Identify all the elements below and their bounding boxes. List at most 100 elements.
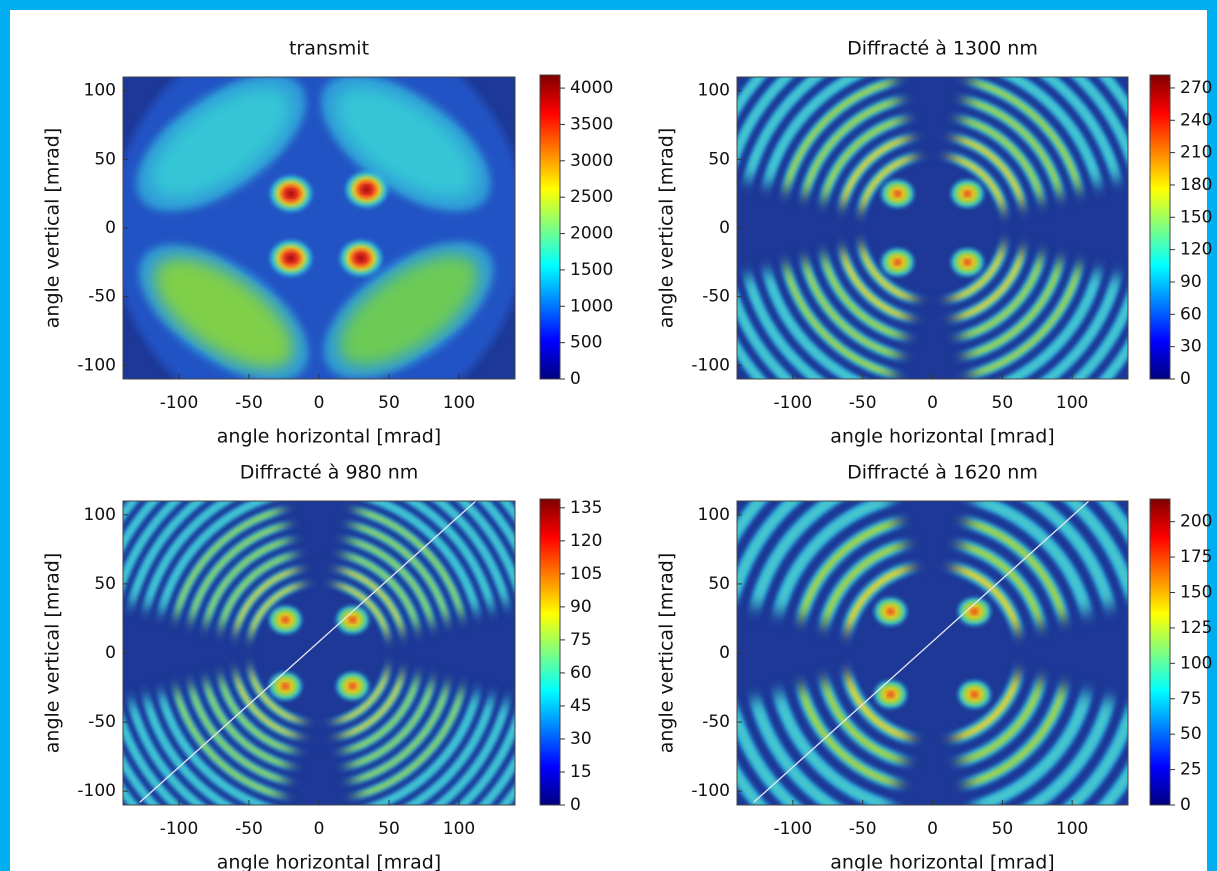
colorbar-tick-label: 100 — [1180, 653, 1212, 673]
y-tick-label: 50 — [94, 149, 116, 169]
colorbar-tick-label: 180 — [1180, 175, 1212, 195]
colorbar-tick-label: 90 — [1180, 272, 1202, 292]
colorbar-tick-label: 1000 — [570, 296, 613, 316]
colorbar-tick-label: 270 — [1180, 78, 1212, 98]
spot — [963, 190, 972, 198]
y-tick-label: -50 — [702, 712, 730, 732]
colorbar-tick-label: 75 — [570, 630, 592, 650]
colorbar-tick-label: 120 — [1180, 240, 1212, 260]
chart-title: Diffracté à 1620 nm — [847, 462, 1038, 484]
colorbar-tick-label: 60 — [570, 663, 592, 683]
spot — [355, 253, 367, 263]
heatmap — [737, 77, 1128, 379]
ring-core — [231, 565, 407, 741]
ring-core — [215, 549, 423, 757]
y-tick-label: 100 — [84, 505, 116, 525]
spot — [281, 682, 290, 690]
y-tick-label: 0 — [719, 643, 730, 663]
spot — [285, 253, 297, 263]
y-axis-label: angle vertical [mrad] — [42, 553, 64, 753]
heatmap — [123, 501, 515, 805]
x-tick-label: -50 — [235, 819, 263, 839]
x-tick-label: 0 — [314, 819, 325, 839]
colorbar-tick-label: 125 — [1180, 618, 1212, 638]
rings — [123, 501, 515, 805]
colorbar-tick-label: 30 — [1180, 337, 1202, 357]
x-tick-label: 0 — [927, 819, 938, 839]
colorbar-tick-label: 30 — [570, 729, 592, 749]
colorbar-tick-label: 210 — [1180, 143, 1212, 163]
x-axis-label: angle horizontal [mrad] — [830, 852, 1054, 871]
x-tick-label: -100 — [774, 819, 813, 839]
x-tick-label: 50 — [378, 393, 400, 413]
diagonal-line — [139, 501, 477, 803]
colorbar — [1149, 74, 1171, 380]
chart-title: Diffracté à 980 nm — [240, 462, 419, 484]
x-tick-label: -100 — [160, 819, 199, 839]
y-tick-label: -100 — [77, 355, 116, 375]
colorbar-tick-label: 15 — [570, 762, 592, 782]
colorbar-tick-label: 2500 — [570, 187, 613, 207]
spot — [963, 258, 972, 266]
colorbar — [539, 498, 561, 806]
rings — [737, 77, 1128, 379]
colorbar-tick-label: 60 — [1180, 304, 1202, 324]
ring-core — [770, 501, 1095, 805]
lobe — [151, 87, 291, 199]
x-tick-label: -50 — [849, 819, 877, 839]
colorbar-tick-label: 240 — [1180, 110, 1212, 130]
x-tick-label: 0 — [314, 393, 325, 413]
colorbar-tick-label: 150 — [1180, 583, 1212, 603]
colorbar-tick-label: 3500 — [570, 114, 613, 134]
spot — [886, 608, 895, 616]
spot — [361, 185, 372, 194]
x-tick-label: 100 — [443, 393, 475, 413]
diagonal-line — [753, 501, 1090, 803]
spot — [893, 190, 902, 198]
y-tick-label: -50 — [702, 287, 730, 307]
colorbar-tick-label: 500 — [570, 333, 602, 353]
y-tick-label: -50 — [88, 287, 116, 307]
x-tick-label: -100 — [774, 393, 813, 413]
colorbar — [539, 74, 561, 380]
x-axis-label: angle horizontal [mrad] — [830, 426, 1054, 448]
y-tick-label: 50 — [94, 574, 116, 594]
ring-core — [817, 113, 1048, 343]
colorbar-tick-label: 2000 — [570, 224, 613, 244]
y-tick-label: 100 — [698, 505, 730, 525]
chart-title: Diffracté à 1300 nm — [847, 38, 1038, 60]
x-tick-label: -50 — [235, 393, 263, 413]
lobe — [154, 257, 294, 369]
ring-core — [798, 93, 1067, 363]
lobe — [338, 255, 479, 366]
y-tick-label: 0 — [105, 218, 116, 238]
colorbar-tick-label: 1500 — [570, 260, 613, 280]
colorbar-tick-label: 90 — [570, 597, 592, 617]
rings — [737, 501, 1128, 805]
x-tick-label: 50 — [992, 819, 1014, 839]
y-tick-label: -50 — [88, 712, 116, 732]
y-tick-label: 50 — [708, 149, 730, 169]
ring-core — [200, 534, 438, 772]
y-tick-label: -100 — [691, 781, 730, 801]
x-tick-label: 100 — [1056, 393, 1088, 413]
y-axis-label: angle vertical [mrad] — [656, 128, 678, 328]
colorbar-tick-label: 0 — [570, 795, 581, 815]
x-tick-label: 50 — [378, 819, 400, 839]
y-tick-label: 0 — [105, 643, 116, 663]
colorbar-tick-label: 25 — [1180, 760, 1202, 780]
colorbar-tick-label: 135 — [570, 498, 602, 518]
colorbar-tick-label: 4000 — [570, 78, 613, 98]
y-tick-label: 100 — [698, 81, 730, 101]
ring-core — [794, 514, 1071, 792]
spot — [970, 690, 979, 698]
colorbar-tick-label: 120 — [570, 531, 602, 551]
y-tick-label: 50 — [708, 574, 730, 594]
ring-core — [746, 501, 1119, 805]
spot — [886, 690, 895, 698]
colorbar-tick-label: 150 — [1180, 207, 1212, 227]
y-axis-label: angle vertical [mrad] — [42, 128, 64, 328]
spot — [348, 616, 357, 624]
spot — [285, 189, 297, 199]
